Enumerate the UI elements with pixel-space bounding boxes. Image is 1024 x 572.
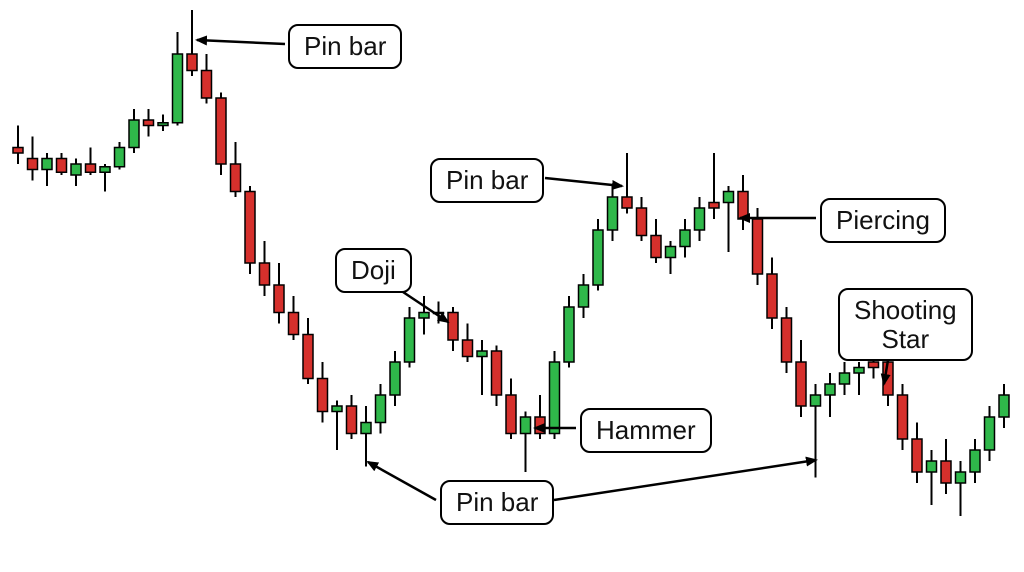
annotation-pinbar-2: Pin bar xyxy=(430,158,544,203)
annotation-shooting-star: Shooting Star xyxy=(838,288,973,361)
annotation-doji: Doji xyxy=(335,248,412,293)
annotation-pinbar-3: Pin bar xyxy=(440,480,554,525)
annotation-piercing: Piercing xyxy=(820,198,946,243)
annotation-pinbar-1: Pin bar xyxy=(288,24,402,69)
annotation-hammer: Hammer xyxy=(580,408,712,453)
